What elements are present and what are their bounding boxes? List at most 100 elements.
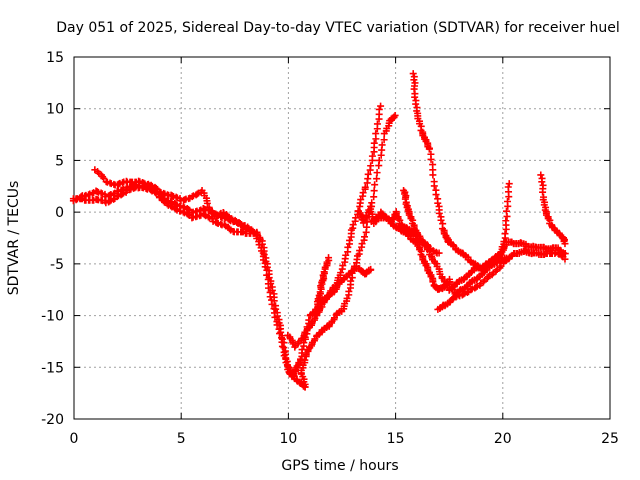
- series-track-c: [69, 182, 261, 237]
- data-point: [503, 256, 511, 264]
- data-point: [370, 193, 378, 201]
- x-tick-label: 5: [177, 431, 186, 447]
- data-point: [500, 238, 508, 246]
- data-point: [263, 271, 271, 279]
- series-track-k: [400, 186, 443, 257]
- data-point: [364, 170, 372, 178]
- data-point: [505, 180, 513, 188]
- y-tick-label: -20: [41, 412, 64, 428]
- data-point: [204, 213, 212, 221]
- grid-lines: [74, 57, 610, 419]
- data-point: [155, 190, 163, 198]
- data-point: [561, 255, 569, 263]
- data-point: [367, 266, 375, 274]
- data-point: [220, 221, 228, 229]
- data-point: [372, 130, 380, 138]
- data-point: [271, 313, 279, 321]
- data-point: [228, 215, 236, 223]
- y-tick-label: 5: [55, 153, 64, 169]
- data-point: [430, 182, 438, 190]
- data-point: [268, 300, 276, 308]
- data-point: [435, 209, 443, 217]
- x-tick-label: 15: [387, 431, 405, 447]
- y-tick-label: 0: [55, 205, 64, 221]
- data-point: [179, 208, 187, 216]
- data-point: [501, 230, 509, 238]
- x-tick-label: 10: [279, 431, 297, 447]
- data-point: [411, 93, 419, 101]
- data-point: [373, 120, 381, 128]
- series-track-d: [284, 264, 375, 351]
- chart-title: Day 051 of 2025, Sidereal Day-to-day VTE…: [56, 20, 619, 36]
- data-point: [377, 102, 385, 110]
- data-point: [380, 136, 388, 144]
- data-point: [390, 113, 398, 121]
- data-point: [368, 199, 376, 207]
- data-point: [343, 294, 351, 302]
- data-point: [412, 100, 420, 108]
- data-point: [347, 277, 355, 285]
- data-point: [231, 216, 239, 224]
- data-point: [361, 183, 369, 191]
- data-point: [266, 293, 274, 301]
- series-track-g: [409, 70, 513, 272]
- data-point: [437, 216, 445, 224]
- data-point: [370, 187, 378, 195]
- data-point: [273, 321, 281, 329]
- data-point: [368, 152, 376, 160]
- data-point: [539, 188, 547, 196]
- data-point: [184, 211, 192, 219]
- data-point: [373, 169, 381, 177]
- data-point: [425, 145, 433, 153]
- data-point: [325, 254, 333, 262]
- y-tick-label: -5: [50, 257, 64, 273]
- data-point: [459, 290, 467, 298]
- data-point: [435, 249, 443, 257]
- data-point: [188, 193, 196, 201]
- data-point: [110, 195, 118, 203]
- data-point: [467, 286, 475, 294]
- data-point: [244, 223, 252, 231]
- plot-frame: [73, 56, 611, 420]
- data-point: [463, 288, 471, 296]
- y-tick-label: 15: [46, 50, 64, 66]
- series-track-j: [537, 171, 569, 248]
- data-point: [193, 190, 201, 198]
- data-point: [432, 191, 440, 199]
- data-point: [346, 236, 354, 244]
- data-point: [371, 181, 379, 189]
- x-axis-label: GPS time / hours: [281, 458, 398, 474]
- data-point: [200, 211, 208, 219]
- data-point: [367, 162, 375, 170]
- data-point: [375, 156, 383, 164]
- data-point: [502, 207, 510, 215]
- x-tick-label: 25: [601, 431, 619, 447]
- data-point: [504, 197, 512, 205]
- data-point: [167, 202, 175, 210]
- data-point: [253, 228, 261, 236]
- data-point: [391, 111, 399, 119]
- series-track-h: [367, 213, 569, 298]
- data-point: [561, 240, 569, 248]
- data-point: [301, 356, 309, 364]
- data-point: [236, 220, 244, 228]
- data-point: [429, 171, 437, 179]
- axis-ticks: 0 5 10 15 20 25 -20 -15 -10 -5 0 5 10 15: [41, 50, 619, 447]
- data-point: [361, 233, 369, 241]
- data-point: [538, 178, 546, 186]
- series-track-e: [312, 254, 333, 319]
- data-point: [537, 171, 545, 179]
- data-point: [224, 212, 232, 220]
- data-point: [113, 193, 121, 201]
- series-track-b: [91, 111, 399, 391]
- data-point: [225, 225, 233, 233]
- data-point: [203, 199, 211, 207]
- data-point: [106, 197, 114, 205]
- data-point: [375, 105, 383, 113]
- data-point: [427, 155, 435, 163]
- y-axis-label: SDTVAR / TECUs: [6, 181, 22, 296]
- data-point: [122, 177, 130, 185]
- data-point: [434, 199, 442, 207]
- series-track-i: [434, 255, 511, 313]
